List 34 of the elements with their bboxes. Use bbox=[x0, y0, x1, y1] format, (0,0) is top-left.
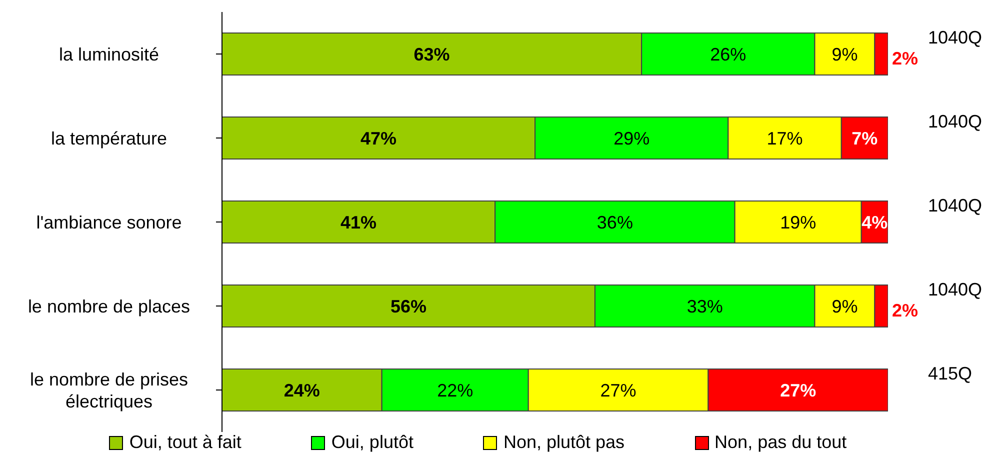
data-label: 47% bbox=[360, 128, 397, 148]
data-label: 19% bbox=[780, 212, 816, 232]
y-tick-label: la température bbox=[50, 128, 168, 148]
legend-label: Non, pas du tout bbox=[714, 432, 847, 453]
data-label: 27% bbox=[600, 380, 636, 400]
legend-label: Oui, tout à fait bbox=[128, 432, 242, 453]
data-label: 63% bbox=[414, 44, 450, 64]
y-tick-label: l'ambiance sonore bbox=[36, 212, 182, 232]
data-label: 36% bbox=[596, 212, 633, 232]
legend-label: Oui, plutôt bbox=[330, 432, 414, 453]
text: 1040Q bbox=[928, 195, 982, 216]
data-label: 24% bbox=[284, 380, 320, 400]
data-label: 7% bbox=[852, 128, 878, 148]
y-tick-label: le nombre de places bbox=[28, 296, 190, 316]
data-label: 2% bbox=[892, 300, 918, 320]
data-label: 2% bbox=[892, 48, 918, 68]
data-label: 29% bbox=[614, 128, 650, 148]
data-label: 17% bbox=[766, 128, 803, 148]
data-label: 56% bbox=[390, 296, 426, 316]
text: 1040Q bbox=[928, 111, 982, 132]
data-label: 27% bbox=[780, 380, 816, 400]
data-label: 33% bbox=[686, 296, 723, 316]
text: 1040Q bbox=[928, 279, 982, 300]
data-label: 26% bbox=[710, 44, 746, 64]
y-tick-label: la luminosité bbox=[58, 44, 160, 64]
data-label: 4% bbox=[862, 212, 888, 232]
text: 1040Q bbox=[928, 27, 982, 48]
data-label: 9% bbox=[832, 44, 858, 64]
data-label: 41% bbox=[340, 212, 377, 232]
y-tick-label: le nombre de prises électriques bbox=[30, 369, 188, 412]
data-label: 22% bbox=[437, 380, 474, 400]
data-label: 9% bbox=[832, 296, 858, 316]
legend-label: Non, plutôt pas bbox=[502, 432, 625, 453]
text: 415Q bbox=[928, 363, 972, 384]
